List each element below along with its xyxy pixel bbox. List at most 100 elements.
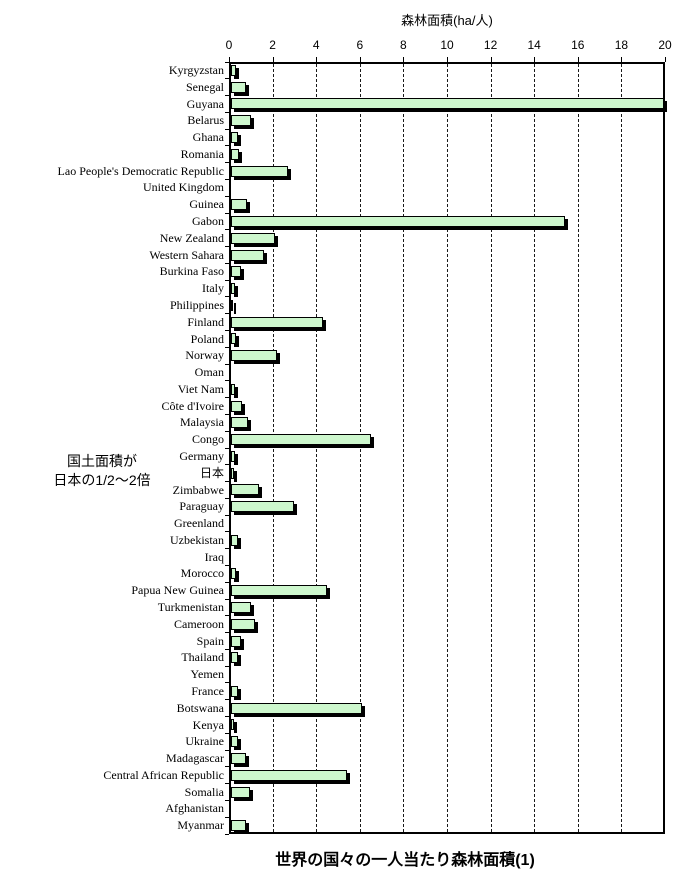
category-tick-mark <box>225 548 229 550</box>
category-tick-mark <box>225 615 229 617</box>
category-tick-mark <box>225 665 229 667</box>
annotation-line2: 日本の1/2～2倍 <box>53 472 151 488</box>
annotation-label: 国土面積が 日本の1/2～2倍 <box>18 452 186 490</box>
category-tick-mark <box>225 783 229 785</box>
chart-bar <box>231 685 238 697</box>
category-label: Central African Republic <box>103 767 224 782</box>
x-tick-mark <box>359 57 361 62</box>
x-tick-mark <box>665 57 666 62</box>
category-label: Papua New Guinea <box>131 583 224 598</box>
category-label: Madagascar <box>166 751 224 766</box>
category-label: Senegal <box>186 79 224 94</box>
gridline-12 <box>490 64 492 832</box>
chart-bar <box>231 115 251 127</box>
category-tick-mark <box>225 397 229 399</box>
annotation-line1: 国土面積が <box>67 453 137 469</box>
x-tick-label-2: 2 <box>269 38 276 52</box>
chart-bar <box>231 501 295 513</box>
gridline-16 <box>577 64 579 832</box>
category-label: Morocco <box>180 566 224 581</box>
x-tick-label-4: 4 <box>312 38 320 52</box>
category-label: Gabon <box>192 214 224 229</box>
category-label: Congo <box>191 432 224 447</box>
chart-bar <box>231 333 237 345</box>
x-tick-mark <box>229 57 230 62</box>
category-label: France <box>191 683 224 698</box>
category-tick-mark <box>225 330 229 332</box>
gridline-4 <box>316 64 318 832</box>
category-label: Guinea <box>189 197 224 212</box>
category-label: Greenland <box>174 516 224 531</box>
x-tick-mark <box>403 57 405 62</box>
category-tick-mark <box>225 279 229 281</box>
chart-bar <box>231 232 275 244</box>
chart-title: 世界の国々の一人当たり森林面積(1) <box>275 852 535 869</box>
category-tick-mark <box>225 78 229 80</box>
gridline-2 <box>272 64 274 832</box>
category-label: Afghanistan <box>165 801 224 816</box>
category-tick-mark <box>225 145 229 147</box>
category-tick-mark <box>225 195 229 197</box>
category-label: Iraq <box>204 549 224 564</box>
category-label: Yemen <box>190 667 224 682</box>
category-label: Ghana <box>192 130 224 145</box>
category-label: Viet Nam <box>177 381 224 396</box>
category-tick-mark <box>225 716 229 718</box>
x-tick-mark <box>577 57 579 62</box>
category-label: Paraguay <box>179 499 224 514</box>
category-label: Belarus <box>187 113 224 128</box>
category-tick-mark <box>225 464 229 466</box>
category-label: Cameroon <box>174 616 224 631</box>
category-tick-mark <box>225 262 229 264</box>
x-tick-mark <box>490 57 492 62</box>
category-tick-mark <box>225 799 229 801</box>
chart-bar <box>231 266 241 278</box>
category-tick-mark <box>225 61 229 63</box>
chart-bar <box>231 165 288 177</box>
category-label: Italy <box>202 281 224 296</box>
category-tick-mark <box>225 648 229 650</box>
x-tick-label-6: 6 <box>356 38 364 52</box>
chart-bar <box>231 249 264 261</box>
x-tick-label-20: 20 <box>658 38 672 52</box>
category-tick-mark <box>225 447 229 449</box>
gridline-14 <box>534 64 536 832</box>
x-tick-mark <box>272 57 274 62</box>
category-label: Norway <box>185 348 224 363</box>
category-tick-mark <box>225 380 229 382</box>
category-label: Finland <box>187 314 224 329</box>
category-label: Kenya <box>192 717 224 732</box>
category-label: Lao People's Democratic Republic <box>57 163 224 178</box>
category-tick-mark <box>225 732 229 734</box>
category-label: Western Sahara <box>149 247 224 262</box>
chart-bar <box>231 132 238 144</box>
chart-bar <box>231 585 327 597</box>
chart-bar <box>231 601 251 613</box>
category-tick-mark <box>225 111 229 113</box>
category-tick-mark <box>225 564 229 566</box>
category-label: United Kingdom <box>143 180 224 195</box>
x-tick-label-0: 0 <box>225 38 233 52</box>
chart-bar <box>231 400 242 412</box>
chart-bar <box>231 299 234 311</box>
category-label: Romania <box>180 146 224 161</box>
category-tick-mark <box>225 531 229 533</box>
chart-bar <box>231 199 248 211</box>
category-tick-mark <box>225 766 229 768</box>
chart-bar <box>231 98 664 110</box>
chart-bar <box>231 618 255 630</box>
chart-bar <box>231 719 235 731</box>
chart-bar <box>231 283 236 295</box>
category-tick-mark <box>225 296 229 298</box>
x-axis-title: 森林面積(ha/人) <box>401 13 493 28</box>
gridline-18 <box>621 64 623 832</box>
category-tick-mark <box>225 363 229 365</box>
category-tick-mark <box>225 128 229 130</box>
x-tick-label-14: 14 <box>527 38 541 52</box>
category-tick-mark <box>225 497 229 499</box>
category-tick-mark <box>225 816 229 818</box>
category-label: New Zealand <box>159 230 224 245</box>
category-label: Somalia <box>184 784 224 799</box>
chart-bar <box>231 215 565 227</box>
